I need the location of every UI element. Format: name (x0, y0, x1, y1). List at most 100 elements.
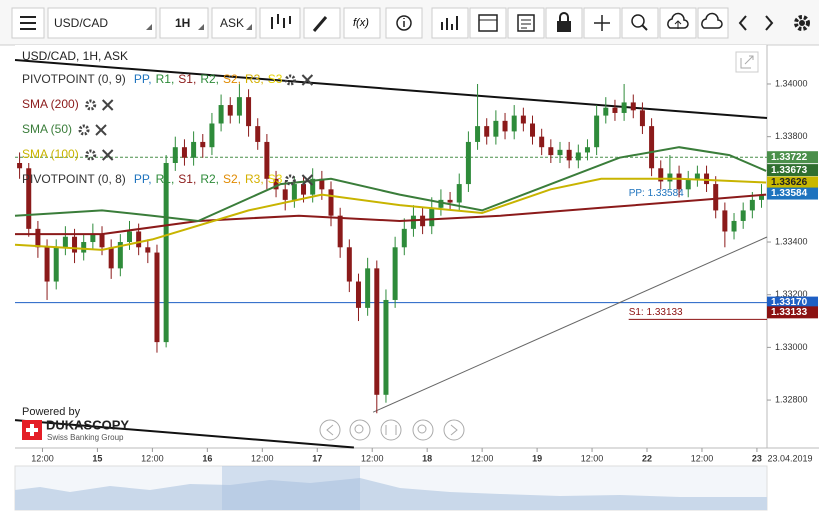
candle-body (713, 184, 719, 211)
legend-level: S2, (223, 172, 241, 186)
forward-button[interactable] (765, 15, 774, 31)
draw-button[interactable] (303, 7, 341, 39)
candle-body (282, 189, 288, 200)
candle-body (99, 234, 105, 248)
crosshair-button[interactable] (583, 7, 621, 39)
candle-body (759, 194, 765, 200)
candle-body (246, 97, 252, 127)
navigator-window[interactable] (222, 466, 360, 510)
candle-body (493, 120, 499, 137)
chart-title: USD/CAD, 1H, ASK (22, 49, 128, 63)
legend-level: S3 (268, 172, 283, 186)
candle-body (740, 210, 746, 221)
candle-body (108, 247, 114, 269)
candle-body (429, 207, 435, 227)
candle-body (209, 123, 215, 148)
candle-body (465, 141, 471, 185)
timeframe: 1H (175, 16, 190, 30)
candle-body (392, 247, 398, 300)
lock-button[interactable] (545, 7, 583, 39)
report-button[interactable] (507, 7, 545, 39)
candle-body (685, 178, 691, 190)
candle-body (612, 107, 618, 113)
x-tick-label: 17 (312, 453, 322, 463)
legend-controls[interactable] (85, 149, 114, 161)
legend-controls[interactable] (284, 74, 314, 86)
brand-name: DUKASCOPY (46, 417, 129, 432)
zoom-in[interactable] (412, 419, 434, 441)
y-tick-label: 1.33000 (775, 342, 808, 352)
legend-entry: PIVOTPOINT (0, 8) (22, 172, 126, 186)
candle-body (255, 126, 261, 142)
trend-line (372, 236, 768, 413)
price-type-select[interactable]: ASK (211, 7, 257, 39)
candle-body (447, 199, 453, 203)
back-button[interactable] (738, 15, 747, 31)
price-label: 1.33626 (771, 177, 808, 188)
x-tick-label: 15 (92, 453, 102, 463)
zoom-out[interactable] (349, 419, 371, 441)
candle-body (154, 252, 160, 343)
y-tick-label: 1.33400 (775, 236, 808, 246)
candle-body (72, 236, 78, 253)
legend-level: PP, (134, 172, 152, 186)
trend-line (14, 59, 768, 119)
price-label-box (767, 151, 818, 164)
candle-body (264, 141, 270, 179)
scroll-left[interactable] (319, 419, 341, 441)
scroll-right[interactable] (443, 419, 465, 441)
candle-body (328, 189, 334, 216)
candle-body (236, 97, 242, 116)
calendar-button[interactable] (469, 7, 507, 39)
timeframe-select[interactable]: 1H (159, 7, 209, 39)
candle-body (145, 247, 151, 253)
x-tick-label: 12:00 (471, 453, 494, 463)
candle-body (475, 126, 481, 142)
info-button[interactable] (385, 7, 423, 39)
function-label: f(x) (353, 17, 369, 29)
candle-body (603, 107, 609, 116)
price-label: 1.33584 (771, 188, 808, 199)
candle-body (575, 152, 581, 161)
legend-controls[interactable] (85, 99, 114, 111)
candle-body (621, 102, 627, 113)
x-tick-label: 12:00 (31, 453, 54, 463)
x-tick-label: 22 (642, 453, 652, 463)
candle-body (383, 299, 389, 395)
volume-button[interactable] (431, 7, 469, 39)
legend-controls[interactable] (78, 124, 107, 136)
settings-button[interactable] (794, 15, 810, 31)
download-button[interactable] (697, 7, 729, 39)
candle-body (355, 281, 361, 308)
candle-body (319, 178, 325, 190)
menu-button[interactable] (11, 7, 45, 39)
candle-body (667, 173, 673, 182)
settings-icon (284, 74, 296, 86)
function-button[interactable]: f(x) (343, 7, 381, 39)
chart-type-button[interactable] (259, 7, 301, 39)
candle-body (26, 168, 32, 229)
legend-controls[interactable] (284, 174, 314, 186)
candle-body (310, 178, 316, 195)
zoom-button[interactable] (621, 7, 659, 39)
candle-body (35, 228, 41, 248)
candle-body (172, 147, 178, 164)
candle-body (374, 268, 380, 395)
candle-body (301, 184, 307, 195)
upload-button[interactable] (659, 7, 697, 39)
price-label-box (767, 164, 818, 177)
x-tick-label: 12:00 (691, 453, 714, 463)
candle-body (346, 247, 352, 282)
price-label-box (767, 187, 818, 200)
symbol-select[interactable]: USD/CAD (47, 7, 157, 39)
y-tick-label: 1.34000 (775, 78, 808, 88)
price-label-box (767, 296, 818, 309)
candle-body (511, 115, 517, 132)
close-icon (301, 174, 314, 186)
candle-body (557, 149, 563, 156)
reset[interactable] (380, 419, 402, 441)
settings-icon (78, 124, 90, 136)
popout-button[interactable] (735, 51, 759, 73)
legend-level: S1, (178, 72, 196, 86)
legend-level: PP, (134, 72, 152, 86)
